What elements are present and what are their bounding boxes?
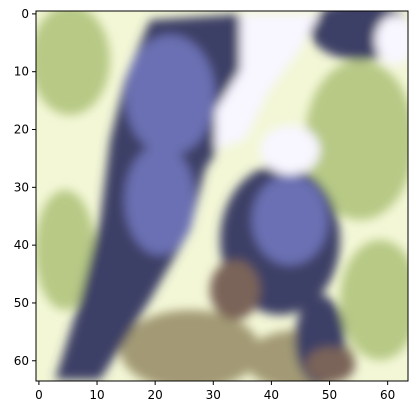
ground-patch xyxy=(120,310,260,381)
shadow-patch xyxy=(210,260,260,320)
y-tick-label: 0 xyxy=(21,7,29,21)
x-tick-label: 50 xyxy=(322,388,337,402)
foliage-patch xyxy=(36,190,95,310)
white-highlight xyxy=(260,125,320,175)
y-tick-label: 10 xyxy=(14,65,29,79)
axes-frame xyxy=(35,10,409,382)
y-tick-label: 30 xyxy=(14,180,29,194)
x-tick-label: 60 xyxy=(380,388,395,402)
foliage-patch xyxy=(340,240,408,360)
y-tick-label: 20 xyxy=(14,123,29,137)
dark-figure-lower-highlight xyxy=(252,175,328,265)
dark-figure-mid xyxy=(125,145,195,255)
x-tick-label: 10 xyxy=(89,388,104,402)
shadow-patch xyxy=(305,347,355,381)
dark-figure-arm xyxy=(125,35,215,155)
white-highlight xyxy=(375,15,408,65)
x-tick-label: 0 xyxy=(35,388,43,402)
y-axis: 0 10 20 30 40 50 60 xyxy=(14,7,36,368)
foliage-patch xyxy=(305,60,408,220)
x-tick-label: 20 xyxy=(148,388,163,402)
foliage-patch xyxy=(36,11,110,115)
x-tick-label: 30 xyxy=(206,388,221,402)
x-tick-label: 40 xyxy=(264,388,279,402)
white-highlight xyxy=(215,14,320,150)
photo-image xyxy=(36,11,408,381)
y-tick-label: 60 xyxy=(14,354,29,368)
x-axis: 0 10 20 30 40 50 60 xyxy=(35,381,395,402)
y-tick-label: 40 xyxy=(14,238,29,252)
y-tick-label: 50 xyxy=(14,296,29,310)
